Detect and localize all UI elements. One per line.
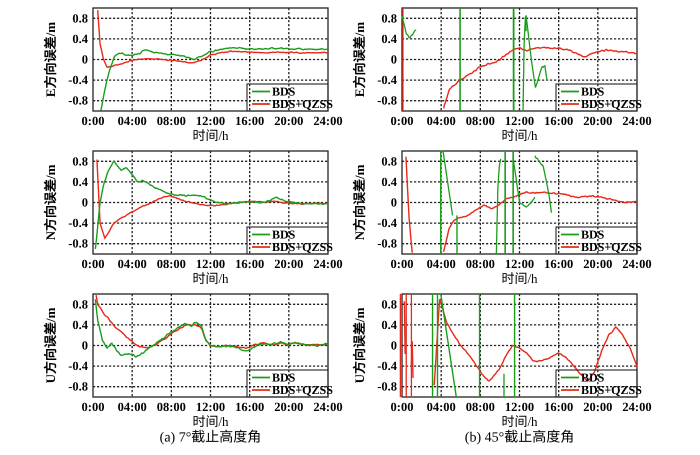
svg-text:08:00: 08:00 bbox=[466, 257, 495, 271]
svg-text:0: 0 bbox=[82, 53, 88, 67]
svg-text:08:00: 08:00 bbox=[157, 257, 186, 271]
svg-text:12:00: 12:00 bbox=[196, 114, 225, 128]
svg-text:时间/h: 时间/h bbox=[501, 414, 538, 429]
svg-text:04:00: 04:00 bbox=[118, 257, 147, 271]
svg-text:0: 0 bbox=[391, 339, 397, 353]
svg-text:12:00: 12:00 bbox=[196, 400, 225, 414]
svg-text:-0.4: -0.4 bbox=[68, 73, 89, 87]
svg-text:-0.8: -0.8 bbox=[68, 94, 88, 108]
svg-text:0: 0 bbox=[82, 339, 88, 353]
svg-text:24:00: 24:00 bbox=[622, 400, 651, 414]
svg-text:12:00: 12:00 bbox=[505, 400, 534, 414]
svg-text:N方向误差/m: N方向误差/m bbox=[43, 164, 58, 240]
svg-text:-0.4: -0.4 bbox=[68, 359, 89, 373]
svg-text:24:00: 24:00 bbox=[622, 257, 651, 271]
svg-text:0:00: 0:00 bbox=[82, 114, 105, 128]
svg-text:24:00: 24:00 bbox=[313, 114, 342, 128]
svg-text:-0.4: -0.4 bbox=[68, 216, 89, 230]
svg-text:0.8: 0.8 bbox=[381, 11, 397, 25]
svg-text:04:00: 04:00 bbox=[118, 400, 147, 414]
svg-text:0: 0 bbox=[82, 196, 88, 210]
svg-text:0.8: 0.8 bbox=[381, 297, 397, 311]
svg-text:0.8: 0.8 bbox=[72, 297, 88, 311]
svg-text:-0.8: -0.8 bbox=[377, 94, 397, 108]
svg-text:24:00: 24:00 bbox=[313, 257, 342, 271]
svg-text:(a) 7°截止高度角: (a) 7°截止高度角 bbox=[160, 429, 262, 445]
svg-text:0:00: 0:00 bbox=[391, 257, 414, 271]
svg-text:16:00: 16:00 bbox=[544, 257, 573, 271]
svg-text:12:00: 12:00 bbox=[505, 114, 534, 128]
svg-text:-0.8: -0.8 bbox=[68, 237, 88, 251]
svg-text:0.4: 0.4 bbox=[381, 32, 397, 46]
svg-text:0.8: 0.8 bbox=[381, 154, 397, 168]
svg-text:0:00: 0:00 bbox=[82, 257, 105, 271]
svg-text:08:00: 08:00 bbox=[157, 114, 186, 128]
svg-text:BDS+QZSS: BDS+QZSS bbox=[581, 240, 642, 254]
svg-text:时间/h: 时间/h bbox=[192, 271, 229, 286]
svg-text:08:00: 08:00 bbox=[157, 400, 186, 414]
svg-text:0.4: 0.4 bbox=[72, 175, 88, 189]
svg-text:N方向误差/m: N方向误差/m bbox=[352, 164, 367, 240]
svg-text:04:00: 04:00 bbox=[427, 257, 456, 271]
svg-text:12:00: 12:00 bbox=[505, 257, 534, 271]
svg-text:-0.4: -0.4 bbox=[377, 359, 398, 373]
svg-text:08:00: 08:00 bbox=[466, 400, 495, 414]
svg-text:08:00: 08:00 bbox=[466, 114, 495, 128]
svg-text:16:00: 16:00 bbox=[235, 114, 264, 128]
svg-text:BDS+QZSS: BDS+QZSS bbox=[272, 97, 333, 111]
svg-text:12:00: 12:00 bbox=[196, 257, 225, 271]
svg-text:16:00: 16:00 bbox=[544, 114, 573, 128]
svg-text:(b) 45°截止高度角: (b) 45°截止高度角 bbox=[465, 429, 574, 445]
svg-text:0: 0 bbox=[391, 196, 397, 210]
svg-text:24:00: 24:00 bbox=[313, 400, 342, 414]
svg-text:-0.4: -0.4 bbox=[377, 73, 398, 87]
svg-text:-0.8: -0.8 bbox=[377, 237, 397, 251]
svg-text:0.4: 0.4 bbox=[72, 318, 88, 332]
svg-text:04:00: 04:00 bbox=[118, 114, 147, 128]
svg-text:U方向误差/m: U方向误差/m bbox=[352, 307, 367, 383]
svg-text:时间/h: 时间/h bbox=[501, 128, 538, 143]
svg-text:16:00: 16:00 bbox=[544, 400, 573, 414]
svg-text:24:00: 24:00 bbox=[622, 114, 651, 128]
svg-text:时间/h: 时间/h bbox=[192, 128, 229, 143]
svg-text:0:00: 0:00 bbox=[391, 114, 414, 128]
svg-text:0.8: 0.8 bbox=[72, 11, 88, 25]
svg-text:20:00: 20:00 bbox=[583, 400, 612, 414]
svg-text:时间/h: 时间/h bbox=[501, 271, 538, 286]
svg-text:04:00: 04:00 bbox=[427, 400, 456, 414]
svg-text:-0.4: -0.4 bbox=[377, 216, 398, 230]
svg-text:E方向误差/m: E方向误差/m bbox=[43, 22, 58, 97]
svg-text:E方向误差/m: E方向误差/m bbox=[352, 22, 367, 97]
svg-text:20:00: 20:00 bbox=[274, 114, 303, 128]
svg-text:-0.8: -0.8 bbox=[68, 380, 88, 394]
svg-text:-0.8: -0.8 bbox=[377, 380, 397, 394]
svg-text:BDS+QZSS: BDS+QZSS bbox=[581, 97, 642, 111]
svg-text:时间/h: 时间/h bbox=[192, 414, 229, 429]
svg-text:0.8: 0.8 bbox=[72, 154, 88, 168]
svg-text:20:00: 20:00 bbox=[274, 400, 303, 414]
svg-text:BDS+QZSS: BDS+QZSS bbox=[272, 383, 333, 397]
svg-text:BDS+QZSS: BDS+QZSS bbox=[272, 240, 333, 254]
svg-text:20:00: 20:00 bbox=[583, 114, 612, 128]
svg-text:0.4: 0.4 bbox=[72, 32, 88, 46]
svg-text:16:00: 16:00 bbox=[235, 257, 264, 271]
svg-text:BDS+QZSS: BDS+QZSS bbox=[581, 383, 642, 397]
svg-text:U方向误差/m: U方向误差/m bbox=[43, 307, 58, 383]
svg-text:0.4: 0.4 bbox=[381, 175, 397, 189]
svg-text:20:00: 20:00 bbox=[274, 257, 303, 271]
svg-text:0:00: 0:00 bbox=[82, 400, 105, 414]
svg-text:20:00: 20:00 bbox=[583, 257, 612, 271]
svg-text:04:00: 04:00 bbox=[427, 114, 456, 128]
svg-text:0:00: 0:00 bbox=[391, 400, 414, 414]
svg-text:0.4: 0.4 bbox=[381, 318, 397, 332]
svg-text:16:00: 16:00 bbox=[235, 400, 264, 414]
svg-text:0: 0 bbox=[391, 53, 397, 67]
